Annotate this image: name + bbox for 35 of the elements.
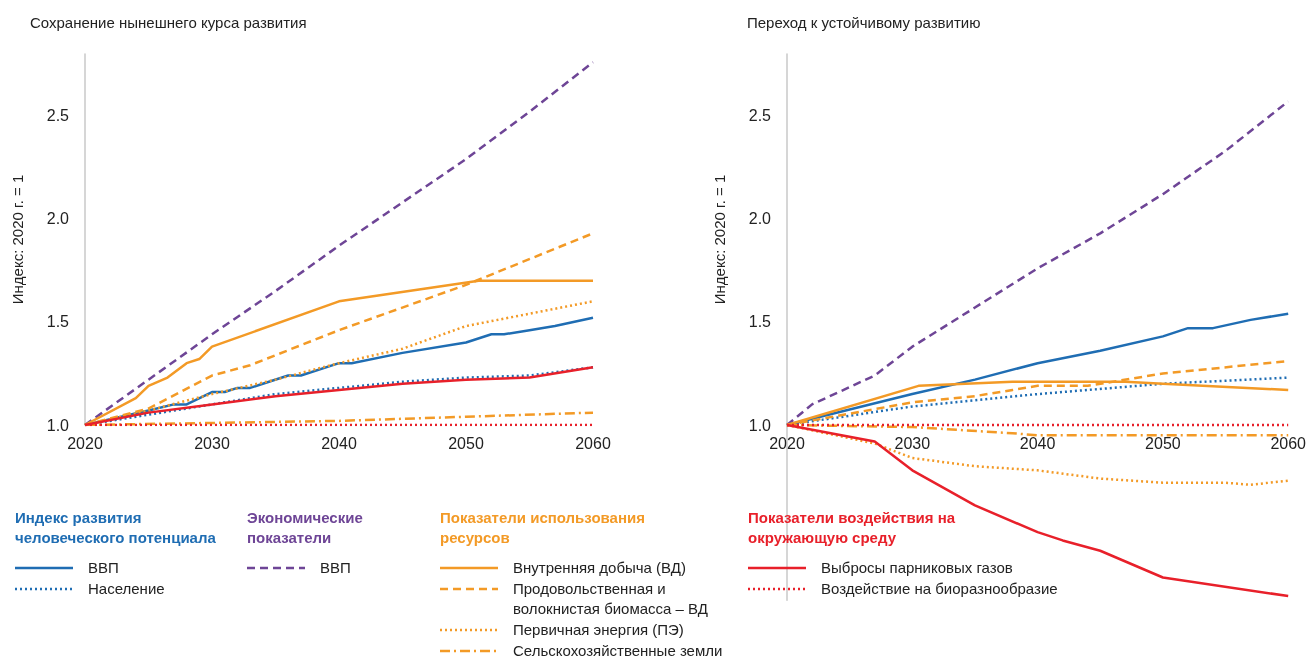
- x-tick-label: 2040: [321, 434, 357, 452]
- x-tick-label: 2030: [194, 434, 230, 452]
- x-tick-label: 2060: [1270, 434, 1307, 452]
- annotation: Показатели воздействия на окружающую среду: [748, 508, 957, 548]
- y-tick-label: 2.0: [748, 210, 772, 228]
- y-tick-label: 1.0: [46, 416, 70, 434]
- legend-label: ВВП: [88, 558, 120, 578]
- y-axis-title: Индекс: 2020 г. = 1: [711, 174, 728, 305]
- legend-label: Воздействие на биоразнообразие: [821, 579, 1059, 599]
- y-axis-title: Индекс: 2020 г. = 1: [9, 174, 26, 305]
- x-tick-label: 2050: [448, 434, 484, 452]
- y-tick-label: 2.5: [46, 107, 70, 125]
- text: Экономические показатели: [247, 508, 364, 548]
- legend-label: ВВП: [320, 558, 352, 578]
- legend-label: Внутренняя добыча (ВД): [513, 558, 687, 578]
- legend-label: Продовольственная и волокнистая биомасса – ВД: [513, 579, 709, 619]
- legend-label: Первичная энергия (ПЭ): [513, 620, 685, 640]
- text: Показатели использования ресурсов: [440, 508, 646, 548]
- legend-label: Выбросы парниковых газов: [821, 558, 1014, 578]
- y-tick-label: 1.5: [748, 313, 772, 331]
- text: Индекс развития человеческого потенциала: [15, 508, 217, 548]
- x-tick-label: 2050: [1145, 434, 1181, 452]
- y-tick-label: 2.5: [748, 107, 772, 125]
- x-tick-label: 2020: [769, 434, 805, 452]
- legend-label: Сельскохозяйственные земли: [513, 641, 724, 659]
- y-tick-label: 1.5: [46, 313, 70, 331]
- x-tick-label: 2030: [894, 434, 931, 452]
- y-tick-label: 2.0: [46, 210, 70, 228]
- legend-label: Население: [88, 579, 166, 599]
- x-tick-label: 2060: [575, 434, 611, 452]
- chart-title: Переход к устойчивому развитию: [747, 14, 981, 31]
- chart-title: Сохранение нынешнего курса развития: [30, 14, 307, 31]
- x-tick-label: 2040: [1019, 434, 1056, 452]
- x-tick-label: 2020: [67, 434, 103, 452]
- y-tick-label: 1.0: [748, 416, 772, 434]
